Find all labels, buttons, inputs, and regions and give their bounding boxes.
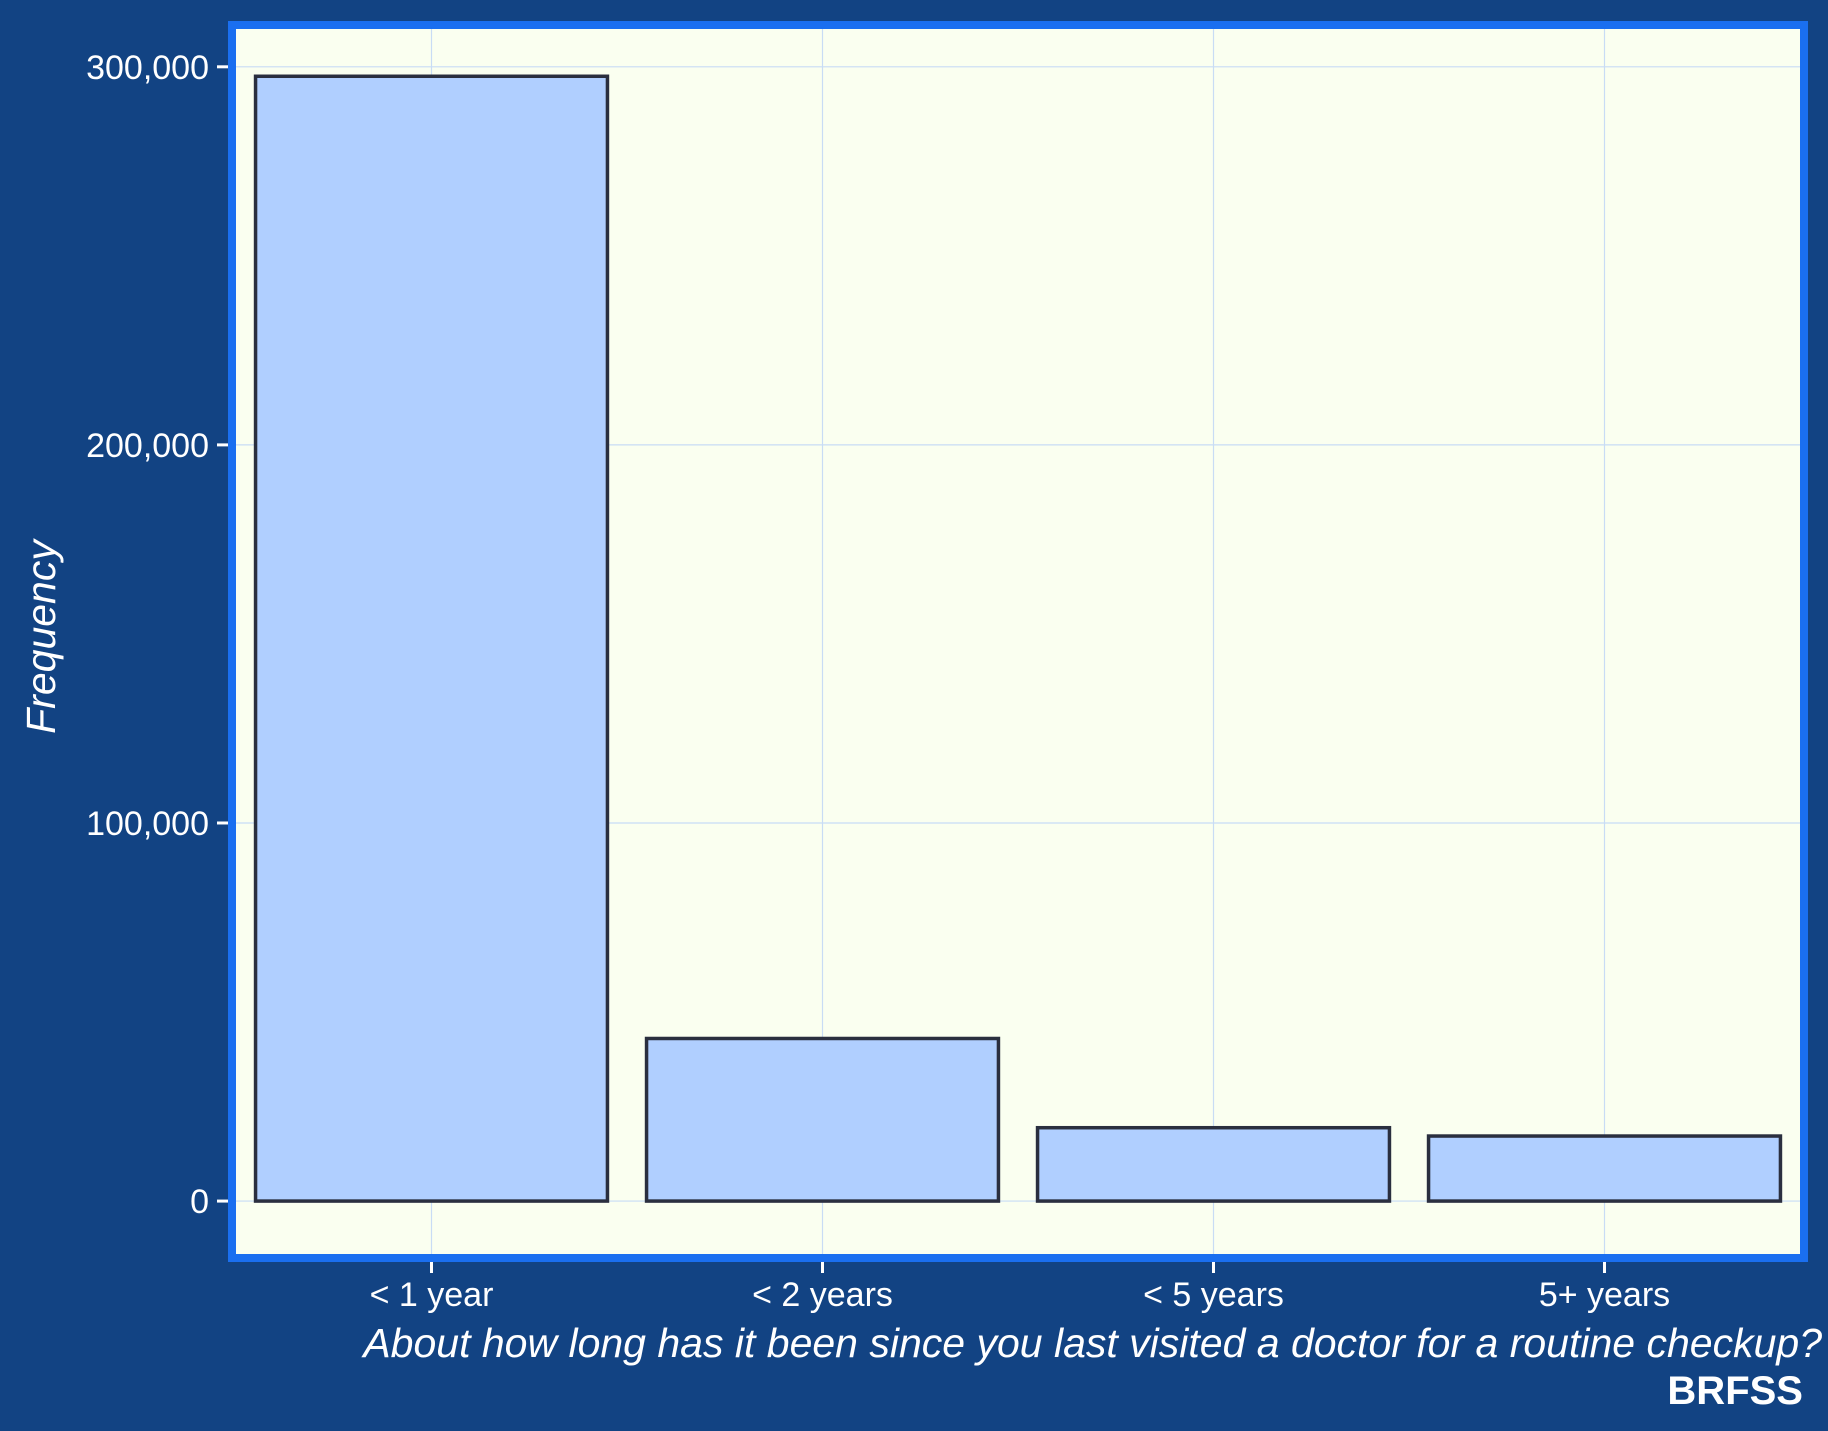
y-tick-label: 100,000 — [86, 805, 209, 843]
x-tick-label: < 5 years — [1143, 1276, 1284, 1314]
bar — [1426, 1134, 1783, 1203]
x-axis-title: About how long has it been since you las… — [360, 1320, 1822, 1366]
axes: 0 100,000 200,000 300,000 < 1 year < 2 years <… — [86, 49, 1670, 1314]
bar — [1035, 1125, 1392, 1203]
x-tick-label: < 2 years — [752, 1276, 893, 1314]
x-tick-label: 5+ years — [1539, 1276, 1670, 1314]
y-tick-label: 200,000 — [86, 427, 209, 465]
chart-caption: BRFSS — [1667, 1369, 1803, 1413]
x-tick-label: < 1 year — [370, 1276, 494, 1314]
y-tick-label: 0 — [190, 1183, 209, 1221]
y-axis-title: Frequency — [18, 538, 64, 734]
bar — [253, 74, 610, 1203]
bar — [644, 1036, 1001, 1203]
y-tick-label: 300,000 — [86, 49, 209, 87]
bars — [253, 74, 1783, 1203]
plot-panel-border — [228, 21, 1808, 1262]
